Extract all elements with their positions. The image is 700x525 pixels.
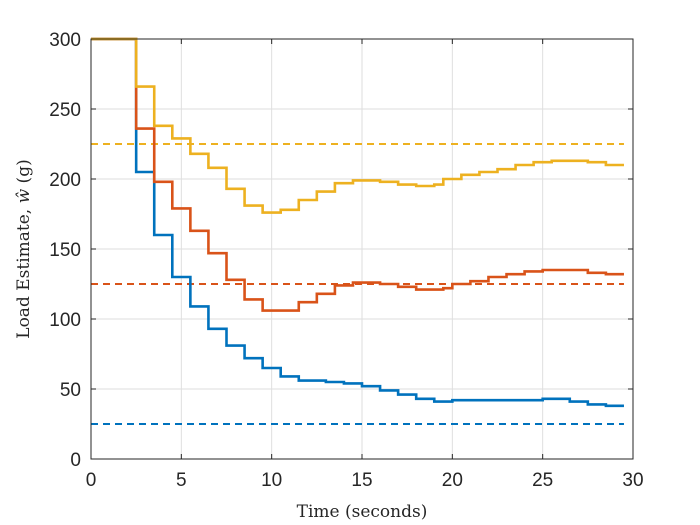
x-tick-label: 15 <box>351 470 372 491</box>
y-tick-label: 150 <box>49 240 81 261</box>
y-tick-label: 300 <box>49 30 81 51</box>
series <box>91 37 624 408</box>
y-tick-label: 250 <box>49 100 81 121</box>
x-tick-label: 20 <box>442 470 463 491</box>
y-axis-label-symbol: ŵ <box>14 188 34 203</box>
y-tick-label: 0 <box>70 450 81 471</box>
y-tick-label: 50 <box>60 380 81 401</box>
x-tick-label: 10 <box>261 470 282 491</box>
y-axis-label-suffix: (g) <box>14 159 34 189</box>
series-line-2 <box>91 37 624 312</box>
y-tick-label: 200 <box>49 170 81 191</box>
series-line-3 <box>91 37 624 214</box>
x-tick-label: 5 <box>176 470 187 491</box>
x-axis-label: Time (seconds) <box>297 502 428 522</box>
x-tick-label: 0 <box>86 470 97 491</box>
series-line-1 <box>91 37 624 408</box>
y-axis-label: Load Estimate, ŵ (g) <box>14 159 34 338</box>
y-tick-label: 100 <box>49 310 81 331</box>
y-axis-label-prefix: Load Estimate, <box>14 203 34 338</box>
x-tick-label: 30 <box>622 470 643 491</box>
reference-lines <box>91 143 624 425</box>
x-tick-label: 25 <box>532 470 553 491</box>
